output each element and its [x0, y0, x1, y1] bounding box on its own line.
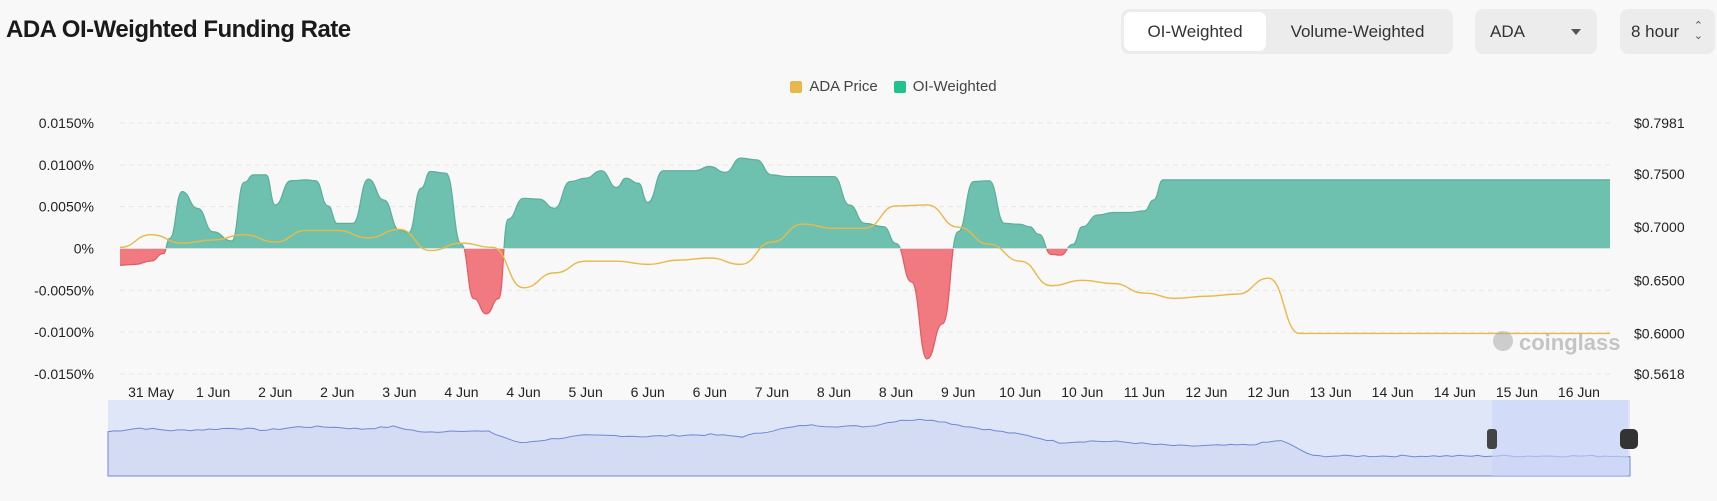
y-tick-label-left: 0.0050%	[39, 199, 94, 215]
x-tick-label: 13 Jun	[1310, 384, 1352, 400]
interval-select[interactable]: 8 hour ⌃ ⌄	[1620, 9, 1715, 54]
y-tick-label-right: $0.6000	[1634, 325, 1685, 341]
legend-item-price[interactable]: ADA Price	[790, 78, 878, 95]
symbol-select-value: ADA	[1490, 21, 1525, 41]
x-tick-label: 2 Jun	[258, 384, 292, 400]
oi-weighted-area-negative	[120, 248, 1610, 359]
navigator-handle-right[interactable]	[1620, 429, 1638, 449]
tab-oi-weighted[interactable]: OI-Weighted	[1124, 12, 1266, 51]
x-tick-label: 12 Jun	[1248, 384, 1290, 400]
y-tick-label-left: 0.0100%	[39, 157, 94, 173]
x-tick-label: 9 Jun	[941, 384, 975, 400]
y-tick-label-right: $0.7981	[1634, 115, 1685, 131]
y-tick-label-left: 0.0150%	[39, 115, 94, 131]
x-tick-label: 4 Jun	[444, 384, 478, 400]
coinglass-watermark: coinglass	[1493, 330, 1620, 355]
interval-select-value: 8 hour	[1631, 21, 1680, 41]
legend-label-oi-weighted: OI-Weighted	[912, 78, 997, 95]
y-tick-label-right: $0.5618	[1634, 366, 1685, 382]
x-tick-label: 10 Jun	[999, 384, 1041, 400]
y-tick-label-right: $0.6500	[1634, 272, 1685, 288]
y-tick-label-left: -0.0150%	[34, 366, 94, 382]
navigator-series	[107, 418, 1631, 477]
x-tick-label: 14 Jun	[1434, 384, 1476, 400]
legend-label-price: ADA Price	[809, 78, 878, 95]
x-tick-label: 7 Jun	[755, 384, 789, 400]
x-tick-label: 1 Jun	[196, 384, 230, 400]
legend-swatch-oi-weighted	[893, 80, 906, 93]
tab-volume-weighted[interactable]: Volume-Weighted	[1290, 21, 1425, 41]
symbol-select[interactable]: ADA	[1475, 9, 1597, 54]
x-tick-label: 8 Jun	[817, 384, 851, 400]
x-tick-label: 15 Jun	[1496, 384, 1538, 400]
x-tick-label: 16 Jun	[1558, 384, 1600, 400]
coinglass-logo-icon	[1493, 331, 1513, 351]
x-tick-label: 6 Jun	[693, 384, 727, 400]
x-tick-label: 10 Jun	[1061, 384, 1103, 400]
oi-weighted-line-positive	[165, 157, 1610, 249]
page-title: ADA OI-Weighted Funding Rate	[6, 16, 351, 43]
y-tick-label-left: -0.0050%	[34, 282, 94, 298]
x-tick-label: 31 May	[128, 384, 174, 400]
y-tick-label-left: 0%	[74, 241, 94, 257]
ada-price-line	[119, 204, 1610, 335]
y-tick-label-right: $0.7000	[1634, 219, 1685, 235]
navigator-handle-left[interactable]	[1487, 429, 1497, 449]
chart-legend: ADA Price OI-Weighted	[0, 78, 1717, 95]
oi-weighted-area-positive	[120, 158, 1610, 249]
up-down-arrows-icon: ⌃ ⌄	[1693, 20, 1703, 42]
x-tick-label: 6 Jun	[631, 384, 665, 400]
legend-item-oi-weighted[interactable]: OI-Weighted	[893, 78, 997, 95]
weighting-toggle: OI-Weighted Volume-Weighted	[1121, 9, 1453, 54]
navigator-selection	[1492, 400, 1628, 476]
x-tick-label: 5 Jun	[569, 384, 603, 400]
y-tick-label-right: $0.7500	[1634, 166, 1685, 182]
legend-swatch-price	[790, 80, 803, 93]
chevron-down-icon	[1571, 29, 1581, 35]
x-tick-label: 2 Jun	[320, 384, 354, 400]
x-tick-label: 14 Jun	[1372, 384, 1414, 400]
x-tick-label: 3 Jun	[382, 384, 416, 400]
x-tick-label: 4 Jun	[506, 384, 540, 400]
x-tick-label: 11 Jun	[1124, 384, 1165, 400]
x-tick-label: 8 Jun	[879, 384, 913, 400]
watermark-text: coinglass	[1519, 330, 1620, 355]
y-tick-label-left: -0.0100%	[34, 324, 94, 340]
x-tick-label: 12 Jun	[1185, 384, 1227, 400]
